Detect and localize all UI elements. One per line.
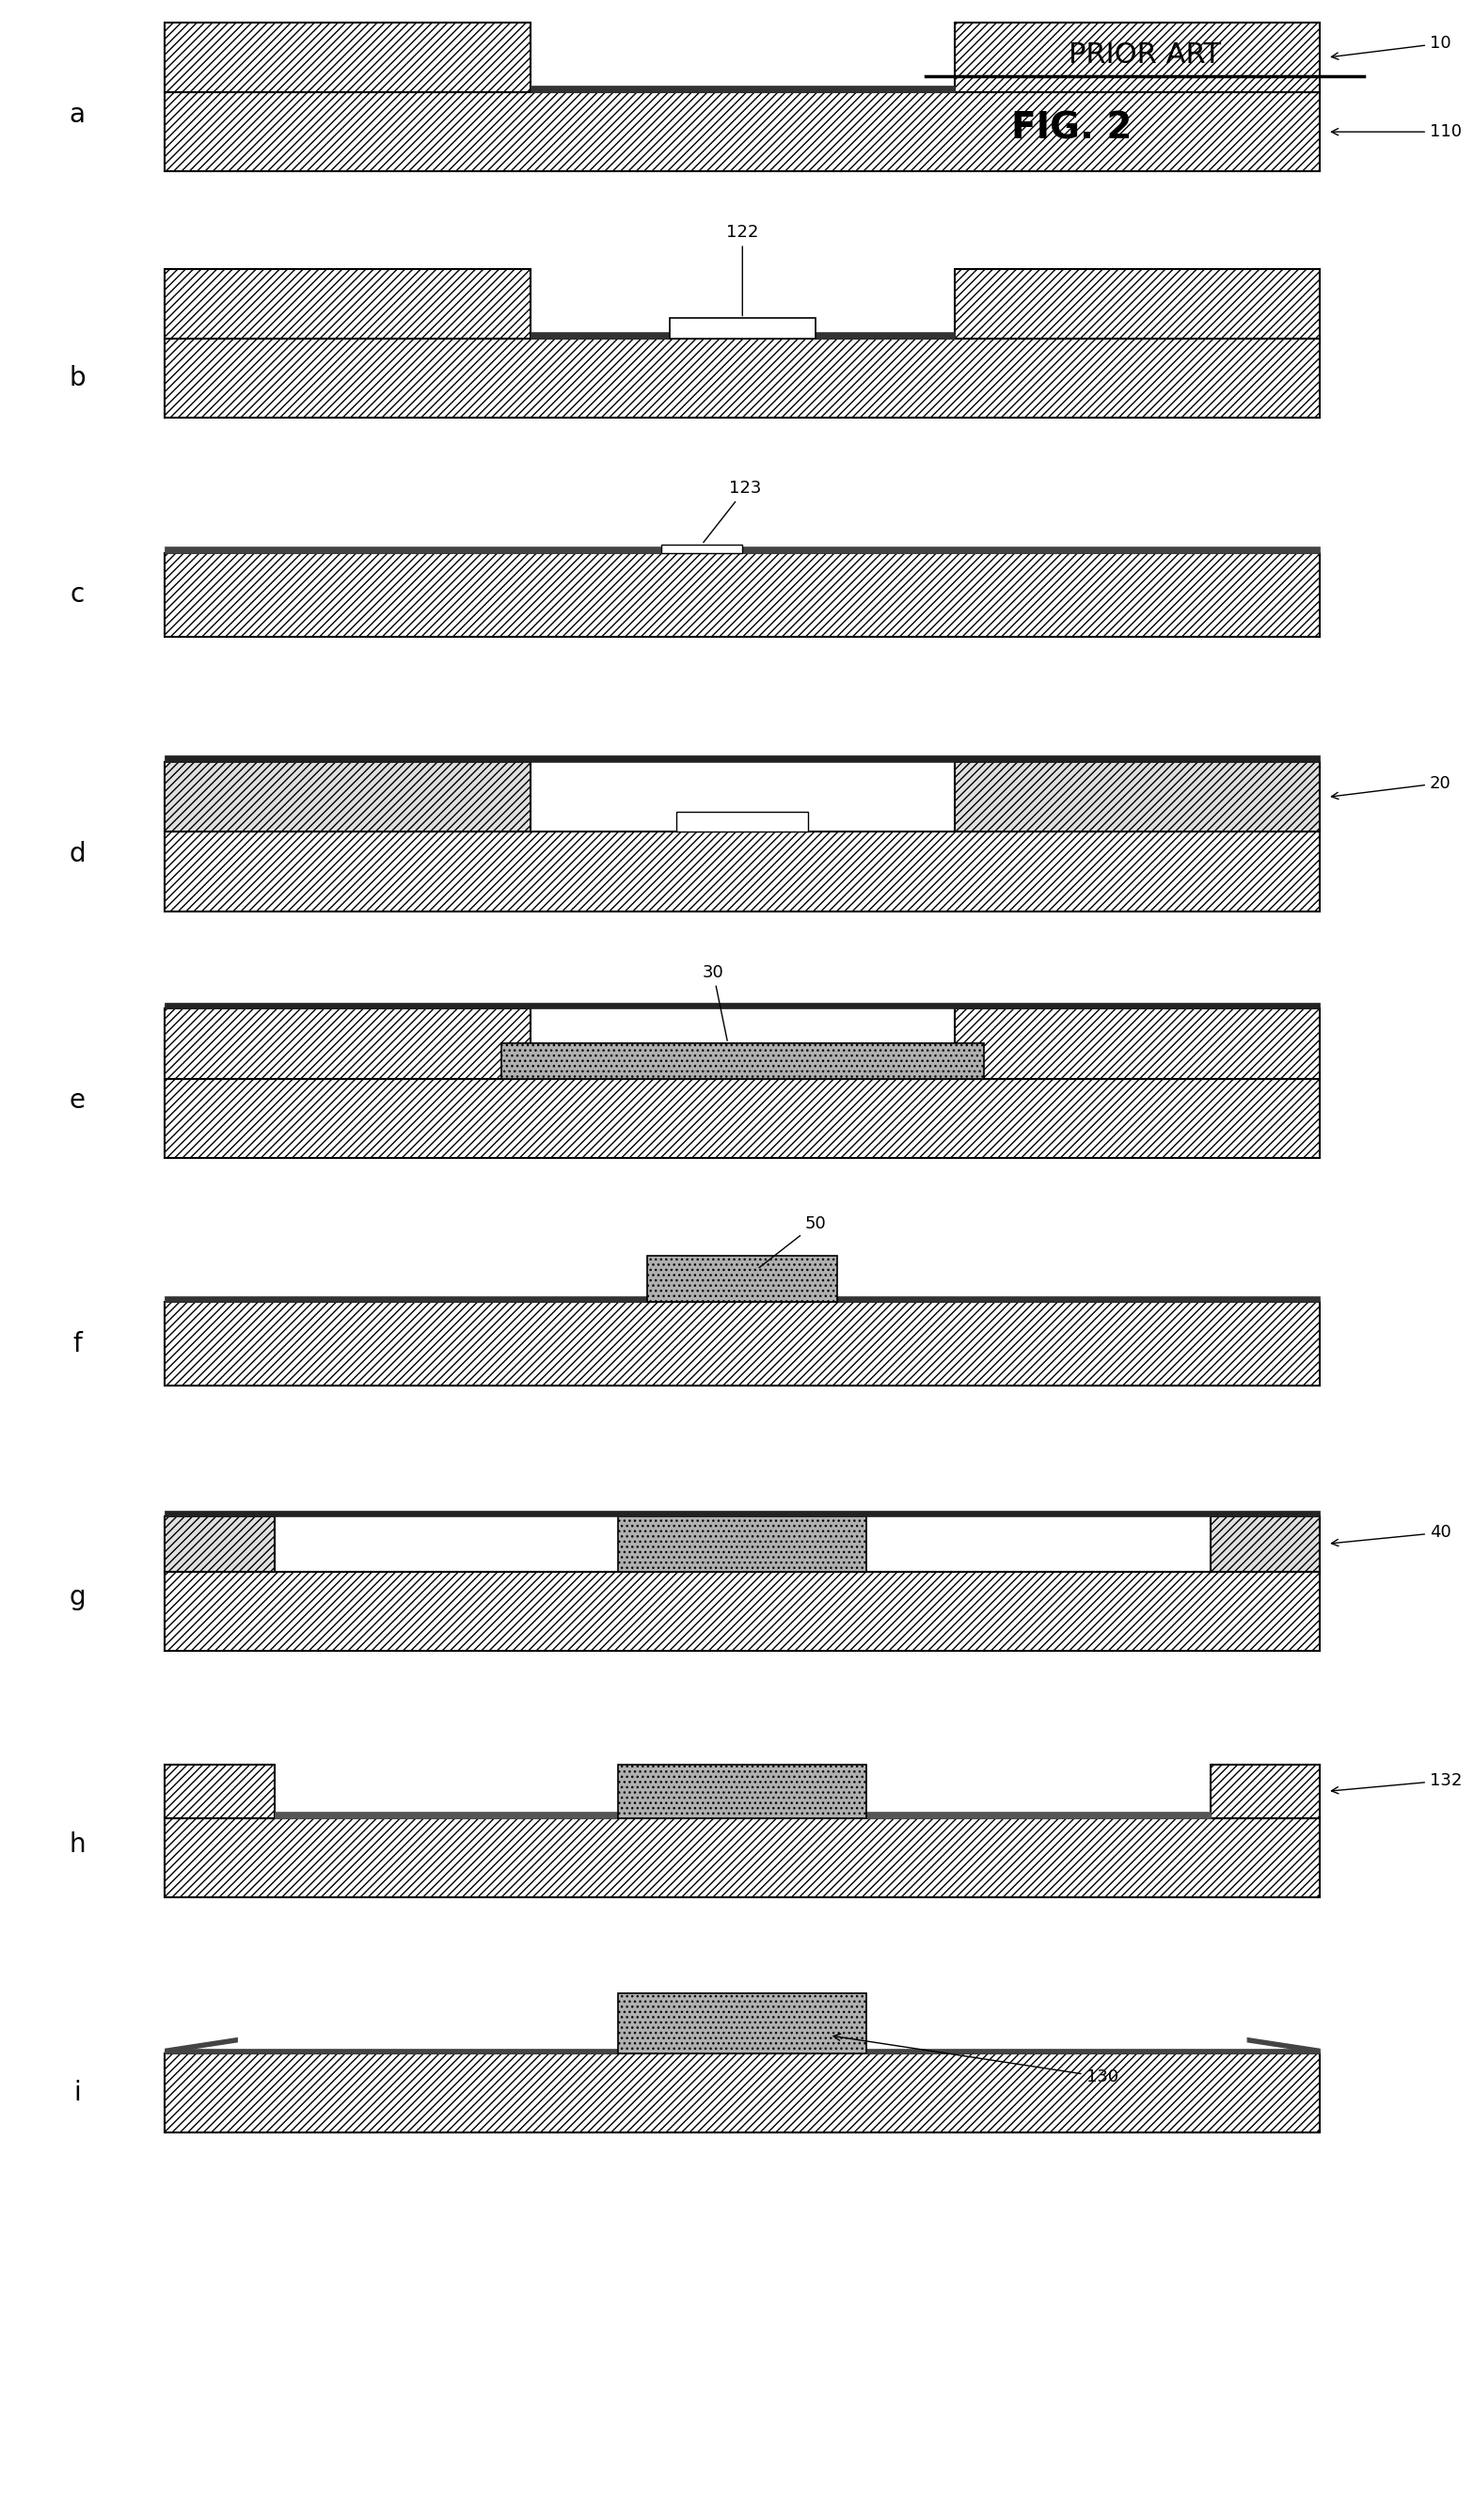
Bar [955, 761, 1321, 832]
Bar [165, 832, 1321, 912]
Bar [165, 1298, 1321, 1303]
Text: 10: 10 [1331, 35, 1450, 60]
Bar [677, 811, 808, 832]
Polygon shape [165, 2036, 237, 2054]
Text: a: a [69, 101, 85, 129]
Bar [165, 23, 531, 93]
Text: g: g [69, 1585, 85, 1610]
Text: 30: 30 [703, 965, 727, 1041]
Bar [165, 1079, 1321, 1157]
Bar [618, 1764, 867, 1819]
Bar [165, 1003, 1321, 1008]
Bar [165, 1517, 274, 1572]
Bar [165, 756, 1321, 761]
Bar [165, 2054, 1321, 2132]
Bar [165, 1008, 531, 1079]
Text: d: d [69, 842, 85, 867]
Bar [618, 1517, 867, 1572]
Text: FIG. 2: FIG. 2 [1011, 111, 1132, 146]
Text: 132: 132 [1331, 1772, 1462, 1794]
Bar [165, 338, 1321, 418]
Text: c: c [69, 582, 84, 607]
Bar [501, 1043, 983, 1079]
Bar [165, 1303, 1321, 1386]
Text: 40: 40 [1331, 1525, 1450, 1547]
Bar [955, 1008, 1321, 1079]
Bar [1210, 1764, 1321, 1819]
Text: 20: 20 [1331, 774, 1450, 799]
Text: i: i [74, 2079, 81, 2107]
Text: h: h [69, 1832, 85, 1857]
Bar [165, 1764, 274, 1819]
Text: 110: 110 [1331, 123, 1462, 141]
Text: e: e [69, 1089, 85, 1114]
Bar [955, 270, 1321, 338]
Text: f: f [72, 1331, 81, 1356]
Bar [165, 1509, 1321, 1517]
Bar [955, 23, 1321, 93]
Bar [165, 1819, 1321, 1898]
Bar [165, 93, 1321, 171]
Text: b: b [69, 365, 85, 391]
Bar [165, 552, 1321, 638]
Bar [274, 1812, 1210, 1819]
Bar [165, 2049, 1321, 2054]
Bar [669, 318, 815, 338]
Bar [531, 333, 955, 338]
Bar [165, 1572, 1321, 1651]
Bar [647, 1255, 837, 1303]
Bar [165, 761, 531, 832]
Bar [165, 270, 531, 338]
Bar [1210, 1517, 1321, 1572]
Text: 123: 123 [703, 481, 762, 542]
Text: PRIOR ART: PRIOR ART [1069, 40, 1220, 68]
Bar [662, 544, 741, 552]
Bar [618, 1993, 867, 2054]
Text: 50: 50 [759, 1215, 827, 1268]
Text: 130: 130 [833, 2034, 1119, 2087]
Bar [165, 547, 1321, 552]
Bar [531, 86, 955, 93]
Text: 122: 122 [727, 224, 759, 315]
Polygon shape [1247, 2036, 1321, 2054]
